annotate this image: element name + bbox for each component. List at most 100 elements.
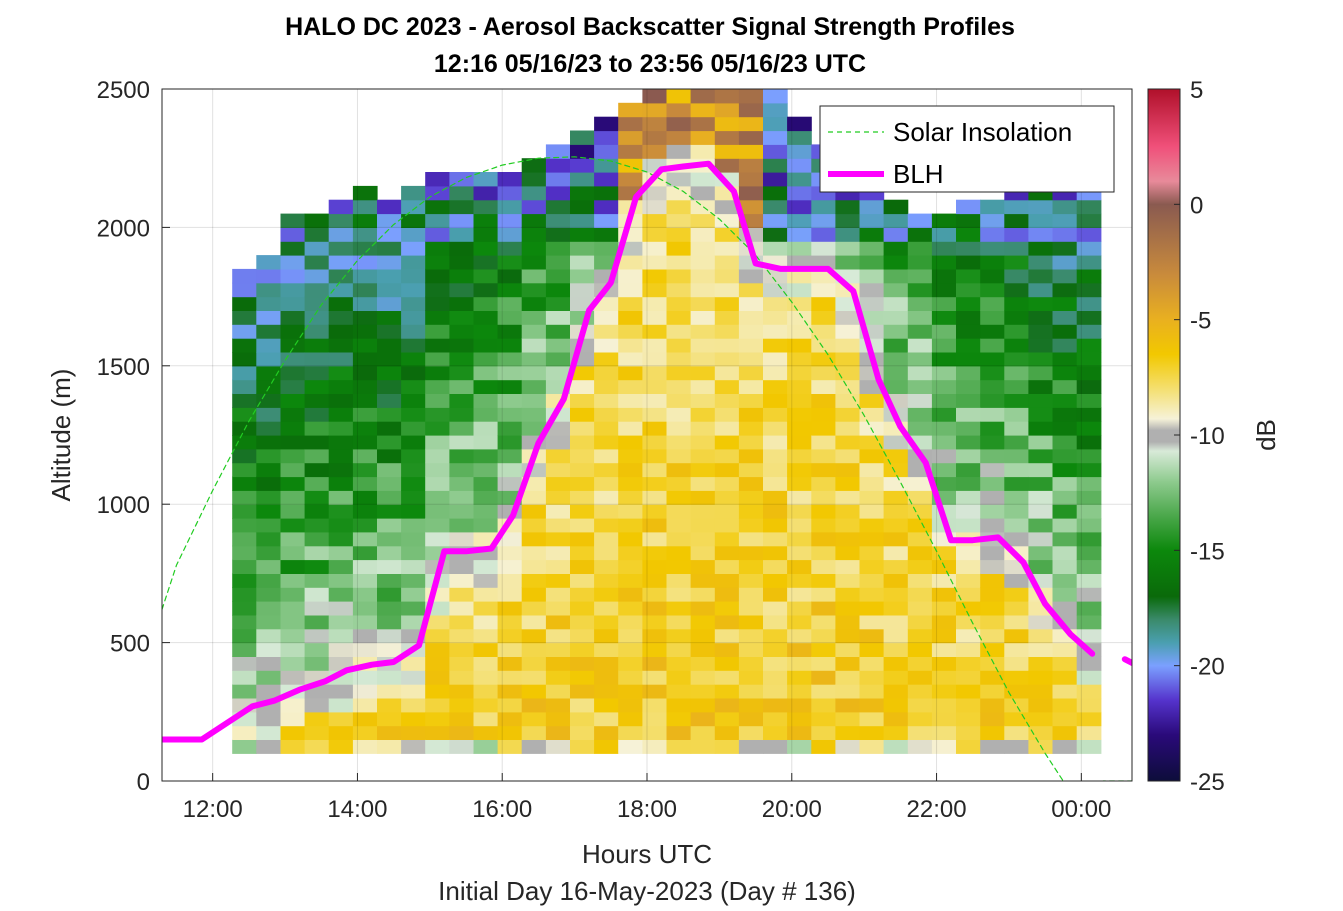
heatmap-cell	[280, 448, 306, 464]
heatmap-cell	[738, 462, 764, 478]
heatmap-cell	[690, 130, 716, 145]
heatmap-cell	[425, 684, 450, 699]
heatmap-cell	[811, 725, 836, 740]
heatmap-cell	[907, 393, 933, 408]
heatmap-cell	[594, 698, 619, 713]
heatmap-cell	[304, 573, 330, 588]
heatmap-cell	[304, 296, 330, 311]
heatmap-cell	[256, 545, 281, 561]
heatmap-cell	[811, 407, 836, 422]
heatmap-cell	[714, 352, 740, 367]
heatmap-cell	[401, 213, 426, 228]
heatmap-cell	[425, 407, 450, 422]
heatmap-cell	[304, 255, 330, 270]
heatmap-cell	[570, 158, 595, 173]
heatmap-cell	[738, 324, 764, 339]
heatmap-cell	[352, 559, 378, 574]
heatmap-cell	[256, 282, 281, 298]
heatmap-cell	[618, 158, 643, 173]
heatmap-cell	[859, 531, 885, 547]
heatmap-cell	[738, 504, 764, 519]
heatmap-cell	[594, 116, 619, 132]
heatmap-cell	[1076, 545, 1102, 561]
heatmap-cell	[859, 628, 885, 644]
heatmap-cell	[859, 656, 885, 671]
heatmap-cell	[280, 504, 306, 519]
heatmap-cell	[956, 421, 981, 436]
heatmap-cell	[642, 476, 668, 491]
heatmap-cell	[1076, 462, 1102, 478]
heatmap-cell	[666, 255, 692, 270]
heatmap-cell	[401, 296, 426, 311]
heatmap-cell	[425, 711, 450, 727]
heatmap-cell	[449, 656, 475, 671]
heatmap-cell	[328, 199, 354, 215]
heatmap-cell	[449, 504, 475, 519]
heatmap-cell	[618, 296, 643, 311]
heatmap-cell	[570, 421, 595, 436]
heatmap-cell	[377, 614, 402, 630]
heatmap-cell	[931, 684, 957, 699]
heatmap-cell	[738, 545, 764, 561]
heatmap-cell	[377, 393, 402, 408]
heatmap-cell	[352, 725, 378, 740]
heatmap-cell	[449, 711, 475, 727]
heatmap-cell	[666, 614, 692, 630]
heatmap-cell	[425, 476, 450, 491]
heatmap-cell	[618, 338, 643, 353]
heatmap-cell	[618, 116, 643, 132]
heatmap-cell	[377, 352, 402, 367]
heatmap-cell	[256, 587, 281, 602]
heatmap-cell	[763, 296, 788, 311]
heatmap-cell	[835, 213, 861, 228]
heatmap-cell	[931, 739, 957, 754]
heatmap-cell	[352, 255, 378, 270]
heatmap-cell	[642, 282, 668, 298]
heatmap-cell	[1028, 421, 1054, 436]
heatmap-cell	[642, 711, 668, 727]
heatmap-cell	[377, 365, 402, 381]
heatmap-cell	[449, 435, 475, 450]
heatmap-cell	[1004, 379, 1029, 394]
heatmap-cell	[763, 518, 788, 533]
heatmap-cell	[570, 185, 595, 201]
series-lines	[162, 156, 1132, 781]
heatmap-cell	[570, 490, 595, 505]
heatmap-cell	[401, 185, 426, 201]
heatmap-cell	[1076, 379, 1102, 394]
heatmap-cell	[232, 725, 257, 740]
heatmap-cell	[714, 310, 740, 325]
heatmap-cell	[401, 504, 426, 519]
heatmap-cell	[473, 684, 499, 699]
heatmap-cell	[690, 448, 716, 464]
heatmap-cell	[931, 338, 957, 353]
heatmap-cell	[618, 352, 643, 367]
heatmap-cell	[690, 213, 716, 228]
heatmap-cell	[666, 241, 692, 256]
heatmap-cell	[883, 545, 909, 561]
heatmap-cell	[690, 172, 716, 187]
heatmap-cell	[859, 296, 885, 311]
heatmap-cell	[714, 545, 740, 561]
heatmap-cell	[304, 518, 330, 533]
heatmap-cell	[1052, 684, 1078, 699]
heatmap-cell	[1028, 614, 1054, 630]
heatmap-cell	[449, 642, 475, 657]
heatmap-cell	[521, 268, 547, 284]
heatmap-cell	[570, 725, 595, 740]
heatmap-cell	[666, 352, 692, 367]
heatmap-cell	[835, 545, 861, 561]
heatmap-cell	[907, 296, 933, 311]
heatmap-cell	[763, 338, 788, 353]
heatmap-cell	[883, 518, 909, 533]
heatmap-cell	[714, 296, 740, 311]
heatmap-cell	[690, 268, 716, 284]
heatmap-cell	[304, 241, 330, 256]
heatmap-cell	[714, 614, 740, 630]
heatmap-cell	[594, 490, 619, 505]
heatmap-cell	[473, 725, 499, 740]
heatmap-cell	[232, 268, 257, 284]
heatmap-cell	[763, 144, 788, 159]
heatmap-cell	[690, 573, 716, 588]
x-tick-label: 16:00	[472, 796, 532, 823]
